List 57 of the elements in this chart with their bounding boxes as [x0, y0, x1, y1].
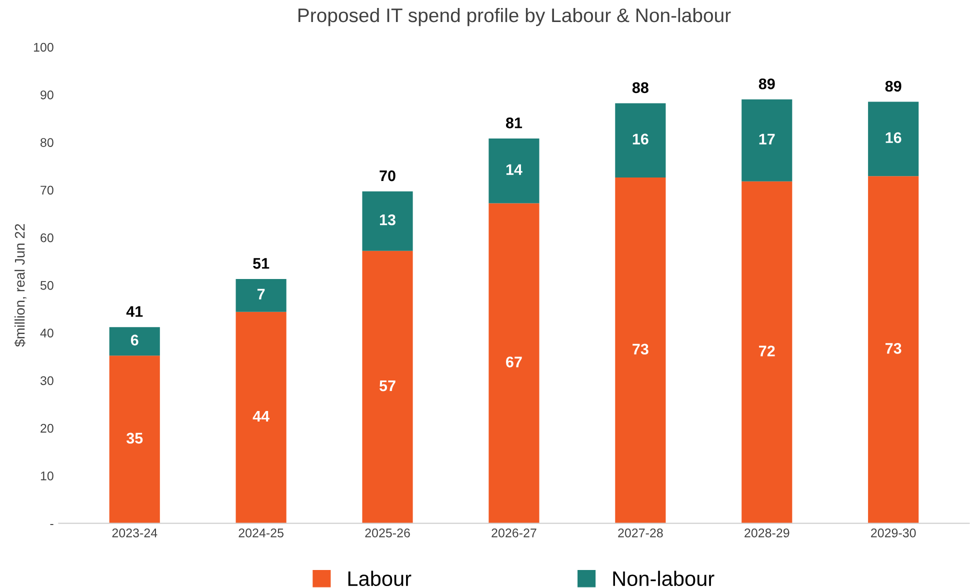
data-label: 6 [130, 334, 138, 346]
bar [868, 176, 919, 524]
data-label: 35 [126, 432, 143, 444]
total-label: 81 [506, 118, 522, 128]
data-label: 17 [759, 134, 775, 144]
bar [236, 278, 286, 312]
data-label: 72 [759, 346, 775, 356]
bar [109, 327, 160, 356]
y-tick-label: 80 [40, 138, 54, 147]
total-label: 89 [758, 78, 775, 90]
y-tick-label: 40 [40, 328, 54, 338]
x-tick-label: 2023-24 [112, 528, 158, 538]
total-label: 88 [632, 82, 648, 94]
x-tick-label: 2028-29 [744, 528, 790, 538]
bar [488, 203, 540, 524]
y-tick-label: 50 [40, 280, 54, 290]
data-label: 57 [379, 380, 396, 392]
y-tick-label: 20 [40, 424, 54, 433]
y-tick-label: - [50, 524, 54, 526]
data-label: 14 [506, 164, 522, 175]
bar [868, 102, 919, 176]
y-tick-label: 10 [40, 471, 54, 480]
bar [742, 181, 792, 524]
x-tick-label: 2024-25 [238, 528, 284, 538]
total-label: 70 [380, 170, 396, 182]
bar [615, 103, 666, 178]
data-label: 44 [252, 411, 270, 422]
chart-title: Proposed IT spend profile by Labour & Non-labour [298, 8, 731, 26]
y-tick-label: 90 [40, 90, 54, 100]
data-label: 7 [257, 288, 265, 300]
y-axis-title: $million, real Jun 22 [14, 224, 26, 347]
data-label: 73 [632, 344, 648, 355]
y-tick-label: 30 [40, 376, 54, 386]
y-tick-label: 100 [34, 42, 54, 52]
total-label: 51 [253, 258, 270, 269]
x-tick-label: 2026-27 [492, 528, 536, 538]
bar [488, 138, 540, 204]
bar [742, 99, 792, 182]
data-label: 67 [506, 356, 522, 368]
data-label: 13 [380, 214, 396, 226]
legend-label: Labour [348, 570, 412, 586]
x-tick-label: 2025-26 [365, 528, 410, 538]
y-tick-label: 70 [40, 186, 54, 195]
total-label: 89 [885, 80, 902, 92]
total-label: 41 [126, 306, 143, 317]
y-tick-label: 60 [40, 233, 54, 242]
bar [615, 178, 666, 524]
bar [362, 191, 413, 251]
data-label: 16 [632, 134, 648, 144]
data-label: 73 [886, 343, 902, 354]
x-tick-label: 2027-28 [618, 528, 663, 538]
data-label: 16 [886, 132, 902, 144]
bar [236, 312, 286, 524]
bar [109, 356, 160, 524]
legend-label: Non-labour [613, 570, 714, 586]
x-tick-label: 2029-30 [871, 528, 916, 538]
bar [362, 250, 413, 524]
